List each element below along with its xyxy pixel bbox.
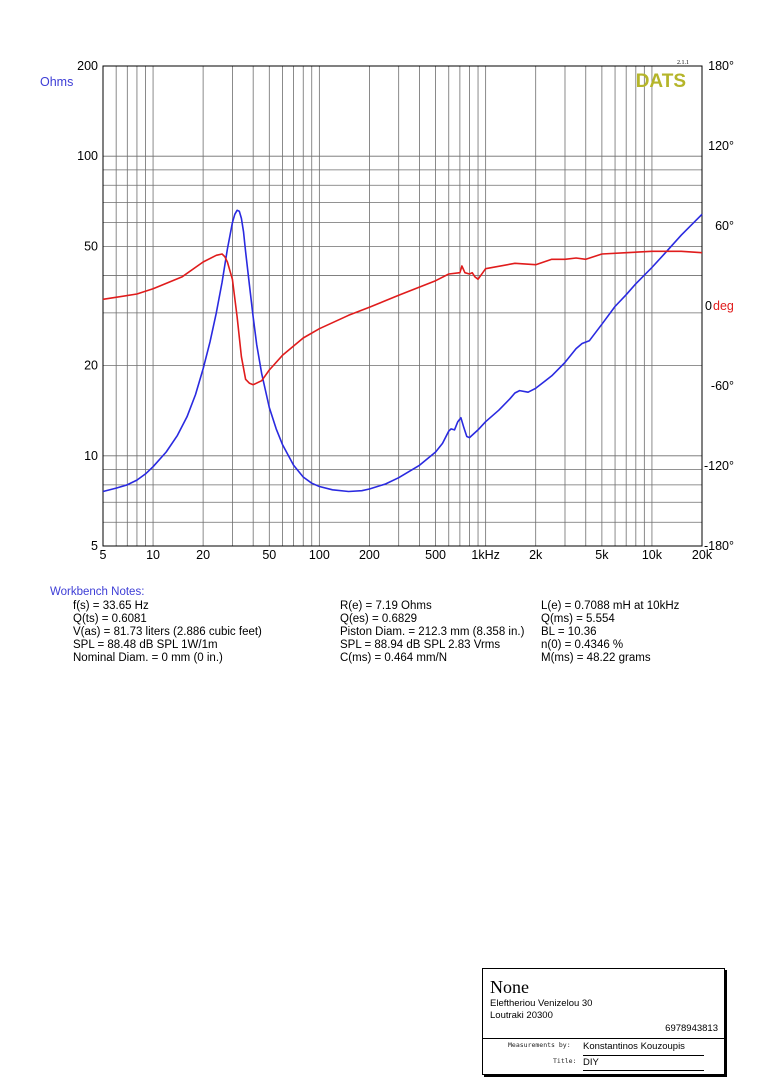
note-spl-1w: SPL = 88.48 dB SPL 1W/1m <box>73 639 218 651</box>
y-right-axis-label: deg <box>713 299 734 313</box>
x-tick-label: 50 <box>262 548 276 562</box>
y-left-tick-label: 5 <box>91 539 98 553</box>
note-spl-283: SPL = 88.94 dB SPL 2.83 Vrms <box>340 639 501 651</box>
x-tick-label: 5k <box>595 548 609 562</box>
x-tick-label: 2k <box>529 548 543 562</box>
y-right-tick-label: -180° <box>704 539 734 553</box>
measurements-by-value: Konstantinos Kouzoupis <box>583 1041 685 1052</box>
dats-logo: DATS <box>636 71 686 92</box>
note-nominal-diam: Nominal Diam. = 0 mm (0 in.) <box>73 652 223 664</box>
note-cms: C(ms) = 0.464 mm/N <box>340 652 448 664</box>
title-label: Title: <box>553 1057 577 1065</box>
impedance-phase-chart: 5 10 20 50 100 200 500 1kHz 2k 5k 10k 20k 5 10 20 50 100… <box>40 59 734 562</box>
title-block: None Eleftheriou Venizelou 30 Loutraki 2… <box>482 968 725 1075</box>
title-underline <box>583 1070 704 1071</box>
y-left-tick-label: 10 <box>84 449 98 463</box>
x-tick-label: 500 <box>425 548 446 562</box>
y-right-tick-label: -120° <box>704 459 734 473</box>
plot-frame <box>102 65 703 547</box>
title-value: DIY <box>583 1057 599 1068</box>
measurements-by-underline <box>583 1055 704 1056</box>
x-tick-label: 20 <box>196 548 210 562</box>
note-n0: n(0) = 0.4346 % <box>541 639 624 651</box>
note-re: R(e) = 7.19 Ohms <box>340 600 432 612</box>
x-tick-label: 200 <box>359 548 380 562</box>
measurements-by-label: Measurements by: <box>508 1041 571 1049</box>
note-le: L(e) = 0.7088 mH at 10kHz <box>541 600 680 612</box>
y-right-tick-label: 60° <box>715 219 734 233</box>
note-mms: M(ms) = 48.22 grams <box>541 652 651 664</box>
y-left-tick-label: 200 <box>77 59 98 73</box>
title-block-address1: Eleftheriou Venizelou 30 <box>490 998 593 1009</box>
y-left-tick-label: 50 <box>84 239 98 253</box>
title-block-name: None <box>490 977 529 997</box>
x-tick-label: 20k <box>692 548 713 562</box>
x-tick-label: 10k <box>642 548 663 562</box>
note-bl: BL = 10.36 <box>541 626 597 638</box>
x-tick-label: 10 <box>146 548 160 562</box>
workbench-notes-title: Workbench Notes: <box>50 586 145 598</box>
phase-curve <box>102 250 703 386</box>
y-right-tick-label: 0 <box>705 299 712 313</box>
title-block-phone: 6978943813 <box>665 1023 718 1034</box>
title-block-address2: Loutraki 20300 <box>490 1010 553 1021</box>
x-tick-label: 1kHz <box>471 548 499 562</box>
y-left-axis-label: Ohms <box>40 75 73 89</box>
note-qes: Q(es) = 0.6829 <box>340 613 418 625</box>
version-label: 2.1.1 <box>677 60 689 66</box>
note-qms: Q(ms) = 5.554 <box>541 613 615 625</box>
x-tick-label: 5 <box>100 548 107 562</box>
note-piston-diam: Piston Diam. = 212.3 mm (8.358 in.) <box>340 626 525 638</box>
title-block-divider <box>483 1038 724 1039</box>
note-fs: f(s) = 33.65 Hz <box>73 600 149 612</box>
x-tick-label: 100 <box>309 548 330 562</box>
y-left-tick-label: 20 <box>84 359 98 373</box>
y-right-tick-label: 180° <box>708 59 734 73</box>
note-vas: V(as) = 81.73 liters (2.886 cubic feet) <box>73 626 262 638</box>
note-qts: Q(ts) = 0.6081 <box>73 613 147 625</box>
impedance-curve <box>102 209 703 493</box>
y-right-tick-label: -60° <box>711 379 734 393</box>
y-right-tick-label: 120° <box>708 139 734 153</box>
y-left-tick-label: 100 <box>77 149 98 163</box>
